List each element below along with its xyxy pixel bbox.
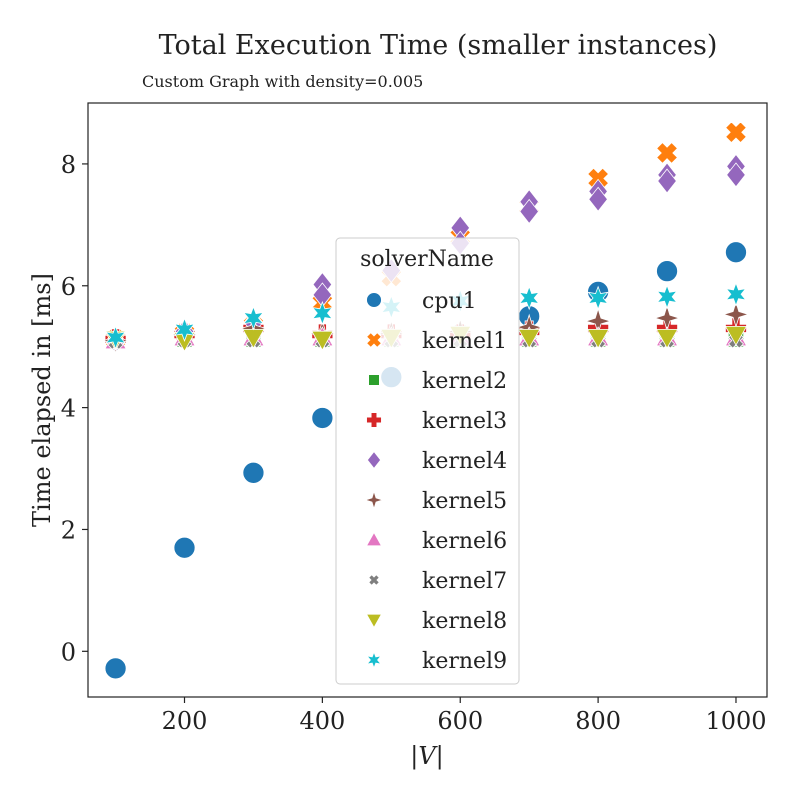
legend-item-kernel4: kernel4	[366, 449, 507, 474]
chart-subtitle: Custom Graph with density=0.005	[142, 72, 423, 91]
y-tick-label: 0	[61, 638, 76, 666]
x-tick-label: 1000	[705, 707, 766, 735]
data-point	[656, 142, 678, 164]
x-axis-label: |V|	[410, 742, 444, 771]
legend-marker	[368, 374, 380, 386]
legend-item-kernel7: kernel7	[368, 569, 507, 594]
legend-marker	[368, 574, 380, 586]
x-tick-label: 800	[575, 707, 621, 735]
data-point	[587, 285, 609, 311]
legend-marker	[364, 490, 384, 510]
y-tick-label: 6	[61, 273, 76, 301]
data-point	[586, 328, 610, 349]
data-point	[725, 281, 747, 307]
legend-label: kernel2	[422, 369, 507, 394]
data-point	[725, 241, 747, 264]
data-point	[724, 325, 748, 346]
legend-label: kernel6	[422, 529, 507, 554]
legend-marker	[366, 332, 382, 348]
legend-item-cpu1: cpu1	[366, 289, 477, 314]
legend-marker	[365, 531, 383, 547]
data-point	[655, 328, 679, 349]
legend-marker	[366, 650, 382, 670]
data-point	[517, 328, 541, 349]
data-point	[657, 168, 677, 194]
legend-item-kernel8: kernel8	[365, 609, 507, 634]
x-tick-label: 600	[437, 707, 483, 735]
data-point	[311, 407, 334, 429]
y-axis: 0 2 4 6 8	[61, 151, 88, 666]
data-point	[518, 285, 540, 311]
chart-title: Total Execution Time (smaller instances)	[159, 30, 718, 61]
y-tick-label: 2	[61, 516, 76, 544]
legend-item-kernel6: kernel6	[365, 529, 507, 554]
data-point	[311, 330, 334, 351]
legend-marker	[365, 613, 383, 629]
data-point	[173, 536, 196, 559]
legend-label: kernel3	[422, 409, 507, 434]
legend-label: kernel9	[422, 649, 507, 674]
data-point	[725, 121, 747, 144]
data-point	[104, 657, 127, 680]
y-tick-label: 4	[61, 395, 76, 423]
data-point	[656, 284, 678, 310]
plot-frame	[87, 102, 768, 698]
data-points	[101, 121, 750, 680]
y-axis-label: Time elapsed in [ms]	[28, 273, 56, 527]
legend-label: cpu1	[422, 289, 477, 314]
data-point	[656, 260, 678, 283]
x-tick-label: 200	[162, 707, 208, 735]
data-point	[726, 162, 746, 188]
legend-marker	[366, 450, 382, 470]
data-point	[104, 325, 127, 350]
legend-item-kernel9: kernel9	[366, 649, 507, 674]
data-point	[519, 198, 540, 224]
legend-title: solverName	[360, 247, 494, 272]
legend-label: kernel4	[422, 449, 507, 474]
legend-label: kernel8	[422, 609, 507, 634]
legend-marker	[366, 412, 382, 428]
x-tick-label: 400	[299, 707, 345, 735]
data-point	[242, 461, 265, 484]
y-tick-label: 8	[61, 151, 76, 179]
data-point	[242, 305, 265, 331]
data-point	[173, 317, 196, 342]
legend-marker	[366, 292, 382, 308]
legend-label: kernel1	[422, 329, 507, 354]
data-point	[311, 300, 334, 326]
legend-label: kernel5	[422, 489, 507, 514]
legend-item-kernel3: kernel3	[366, 409, 507, 434]
legend-item-kernel2: kernel2	[368, 369, 507, 394]
legend-label: kernel7	[422, 569, 507, 594]
legend: solverName cpu1 kernel1 kernel2 kernel3 kern…	[335, 237, 520, 685]
legend-item-kernel1: kernel1	[366, 329, 507, 354]
legend-box	[335, 237, 520, 685]
data-point	[588, 186, 608, 212]
x-axis: 200 400 600 800 1000	[162, 697, 767, 735]
legend-item-kernel5: kernel5	[364, 489, 507, 514]
